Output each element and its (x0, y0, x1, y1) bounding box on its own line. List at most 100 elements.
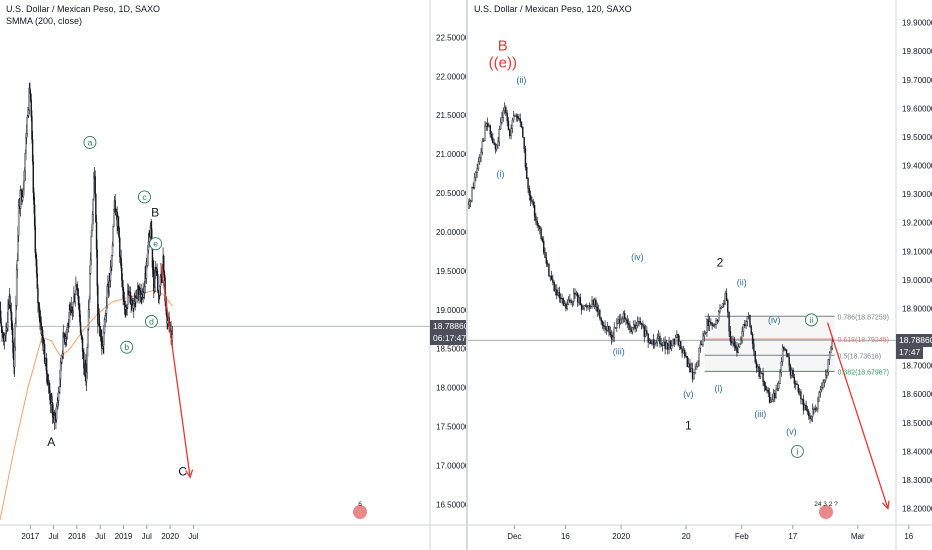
candle (821, 382, 823, 393)
fib-level-label: 0.5(18.73616) (838, 353, 882, 360)
right-chart-panel[interactable]: U.S. Dollar / Mexican Peso, 120, SAXO 19… (468, 0, 932, 550)
candle (681, 345, 683, 358)
candle (779, 369, 781, 385)
y-tick-label: 19.90000 (902, 19, 932, 28)
wave-label: (i) (715, 383, 723, 393)
candle (562, 297, 565, 307)
candle (809, 413, 811, 424)
tv-logo-icon (819, 505, 833, 519)
candle (520, 121, 523, 129)
candle (653, 339, 656, 349)
candle (819, 386, 822, 398)
candle (621, 316, 623, 324)
candle (797, 384, 799, 395)
candle (731, 336, 733, 346)
candle (473, 172, 476, 190)
candle (610, 330, 613, 345)
candle (468, 198, 471, 209)
candle (687, 357, 690, 368)
y-tick-label: 19.40000 (902, 162, 932, 171)
candle (556, 284, 558, 300)
y-tick-label: 21.00000 (436, 150, 466, 159)
left-chart-panel[interactable]: U.S. Dollar / Mexican Peso, 1D, SAXO SMM… (0, 0, 466, 550)
candle (702, 331, 704, 347)
y-tick-label: 17.50000 (436, 423, 466, 432)
candle (471, 186, 473, 203)
candle (817, 396, 819, 413)
candle (825, 369, 827, 383)
x-tick-label: 20 (682, 532, 691, 541)
candle (674, 334, 677, 345)
candle (780, 357, 783, 377)
fib-level-label: 0.618(18.79245) (838, 337, 889, 344)
candle (794, 380, 797, 390)
candle (802, 394, 805, 415)
candle (745, 320, 747, 329)
candle (506, 109, 508, 127)
candle (480, 147, 482, 163)
panel-divider[interactable] (466, 0, 468, 550)
candle (492, 132, 494, 144)
wave-label-circle (144, 315, 158, 328)
candle (537, 222, 540, 232)
candle (826, 369, 828, 379)
candle (546, 260, 549, 267)
left-chart-svg[interactable]: 22.50000 22.00000 21.50000 21.00000 20.50000… (0, 0, 466, 550)
candle (667, 342, 669, 355)
candle (788, 352, 790, 372)
candle (774, 389, 776, 403)
candle (634, 320, 636, 333)
candle (723, 299, 725, 308)
candle (593, 297, 596, 309)
candle (622, 311, 625, 323)
wave-label: e (153, 239, 158, 249)
candle (652, 333, 655, 349)
candle (548, 263, 550, 277)
candle (747, 312, 750, 320)
candle (665, 339, 668, 350)
candle (488, 122, 490, 128)
candle (808, 408, 810, 420)
candle (570, 298, 572, 306)
candle (815, 406, 818, 412)
candle (694, 363, 696, 375)
candle (706, 318, 708, 337)
candle (643, 324, 645, 343)
candle (543, 236, 545, 255)
candle (716, 318, 719, 325)
candle (574, 288, 576, 299)
candle (519, 113, 521, 128)
wave-label: (v) (786, 426, 797, 436)
candle (472, 182, 474, 190)
x-tick-label: 2019 (115, 532, 133, 541)
candle (561, 293, 563, 304)
candle (754, 350, 756, 364)
candle (476, 163, 478, 178)
x-tick-label: 2020 (161, 532, 179, 541)
candle (496, 143, 498, 152)
y-tick-label: 19.80000 (902, 47, 932, 56)
candle (775, 384, 777, 399)
wave-label: (v) (683, 389, 694, 399)
right-chart-svg[interactable]: 19.90000 19.80000 19.70000 19.60000 19.50000… (468, 0, 932, 550)
candle (657, 330, 660, 342)
candle (493, 138, 495, 146)
candle (580, 303, 583, 315)
candle (656, 333, 659, 347)
candle (597, 304, 600, 316)
y-tick-label: 16.50000 (436, 500, 466, 509)
wave-label: A (47, 435, 55, 449)
candle (557, 287, 559, 297)
candle (823, 379, 826, 388)
candle (586, 303, 588, 312)
candle (822, 379, 824, 390)
candle (532, 199, 534, 208)
candle (515, 113, 518, 122)
y-tick-label: 21.50000 (436, 111, 466, 120)
candle (616, 318, 618, 332)
candle (785, 349, 788, 358)
candle (494, 142, 497, 154)
candle (635, 321, 638, 332)
y-tick-label: 19.70000 (902, 76, 932, 85)
candle (818, 390, 820, 402)
